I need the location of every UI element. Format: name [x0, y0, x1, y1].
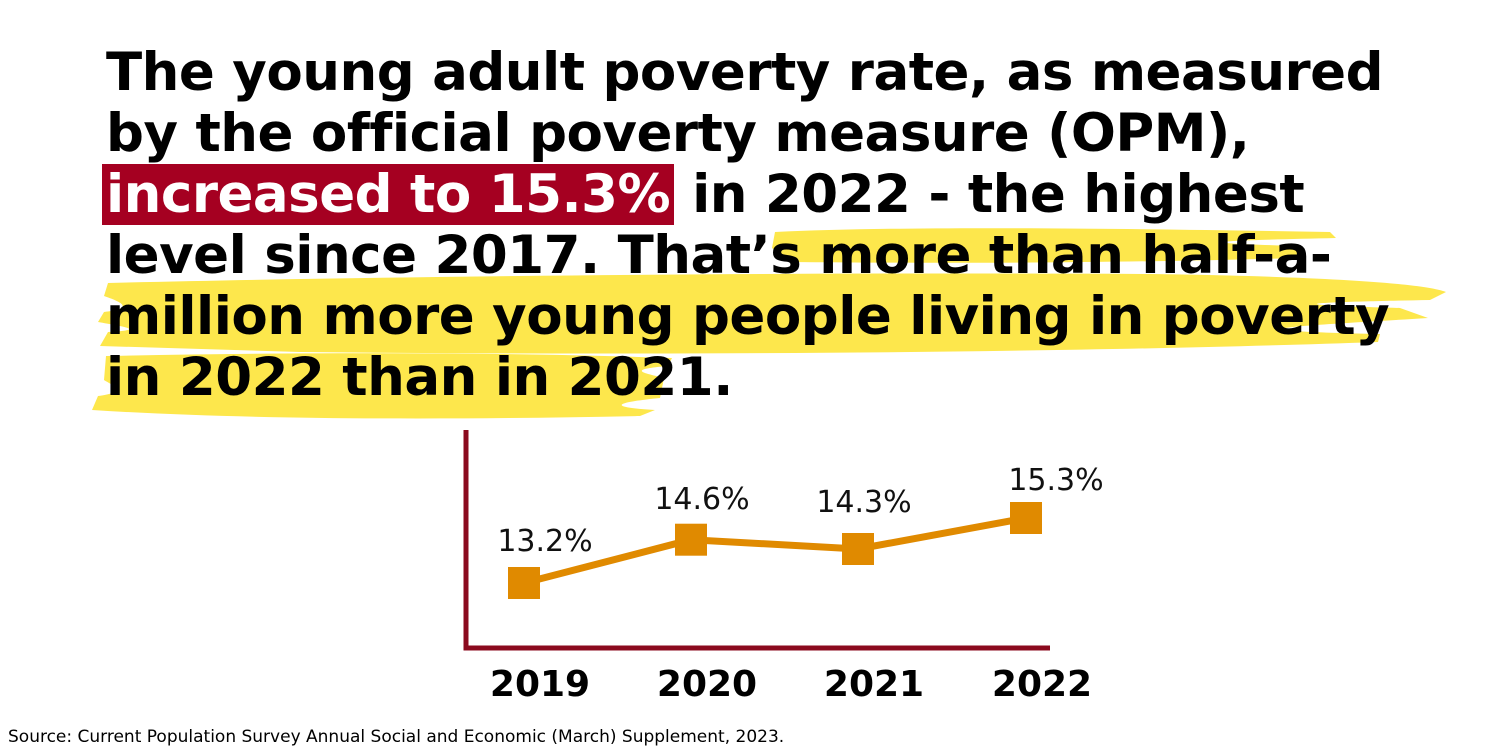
data-point-2020 [675, 523, 707, 556]
data-label-2022: 15.3% [1008, 463, 1103, 498]
series-line [523, 514, 1027, 587]
headline-line-4: level since 2017. That’s more than half-… [106, 225, 1332, 286]
data-label-2021: 14.3% [816, 485, 911, 520]
headline-line-3-rest: in 2022 - the highest [674, 164, 1305, 225]
headline-line-1: The young adult poverty rate, as measure… [106, 42, 1384, 103]
data-label-2020: 14.6% [654, 482, 749, 517]
highlighter-stroke-2 [98, 273, 1446, 354]
x-tick-2020: 2020 [657, 664, 757, 705]
highlighter-stroke-1 [772, 228, 1336, 263]
source-note: Source: Current Population Survey Annual… [8, 727, 785, 747]
headline-emphasis: increased to 15.3% [102, 164, 675, 225]
headline-line-6-period: . [713, 347, 733, 408]
x-tick-2019: 2019 [490, 664, 590, 705]
headline-line-6-text: in 2022 than in 2021 [106, 347, 714, 408]
data-point-2021 [842, 533, 874, 565]
x-tick-2021: 2021 [824, 664, 924, 705]
data-point-2022 [1010, 502, 1042, 534]
data-point-2019 [508, 567, 540, 599]
headline-line-6: in 2022 than in 2021. [106, 347, 1376, 408]
headline-line-2: by the official poverty measure (OPM), [106, 103, 1250, 164]
headline-line-5: million more young people living in pove… [106, 286, 1390, 347]
headline: The young adult poverty rate, as measure… [102, 42, 1390, 408]
highlighter-stroke-3 [92, 353, 672, 419]
x-tick-2022: 2022 [992, 664, 1092, 705]
data-label-2019: 13.2% [497, 524, 592, 559]
headline-line-3: increased to 15.3% in 2022 - the highest [102, 164, 1376, 225]
